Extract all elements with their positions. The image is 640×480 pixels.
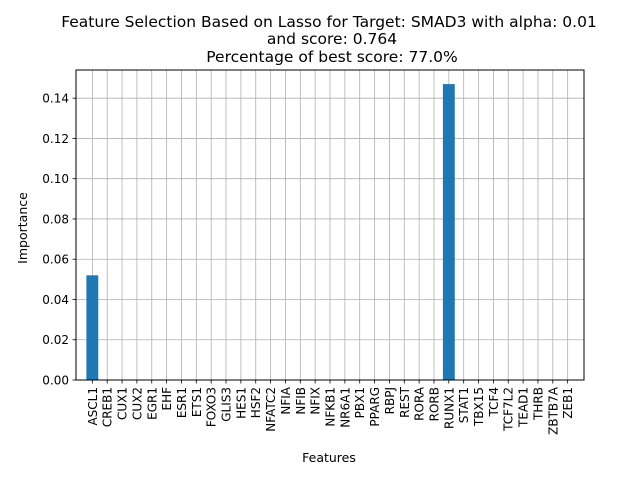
bar-ascl1 <box>86 275 99 380</box>
x-axis-label: Features <box>302 450 356 465</box>
y-tick-label: 0.10 <box>42 172 69 186</box>
y-tick-label: 0.08 <box>42 212 69 226</box>
title-line-2: and score: 0.764 <box>267 30 397 48</box>
x-tick-label: FOXO3 <box>205 387 219 427</box>
x-tick-label: STAT1 <box>457 387 471 423</box>
x-tick-label: NFKB1 <box>324 387 338 427</box>
bar-runx1 <box>442 84 455 380</box>
y-tick-label: 0.04 <box>42 293 69 307</box>
bars <box>86 84 455 380</box>
x-tick-label: ETS1 <box>190 387 204 417</box>
x-tick-label: NFATC2 <box>264 387 278 432</box>
x-tick-label: EGR1 <box>145 387 159 420</box>
x-tick-label: ASCL1 <box>86 387 100 426</box>
x-tick-label: RUNX1 <box>442 387 456 429</box>
title-line-1: Feature Selection Based on Lasso for Tar… <box>61 13 597 31</box>
x-tick-label: THRB <box>531 387 545 421</box>
x-tick-label: CREB1 <box>101 387 115 427</box>
chart-title: Feature Selection Based on Lasso for Tar… <box>61 13 597 66</box>
x-tick-label: REST <box>398 386 412 418</box>
x-tick-label: EHF <box>160 387 174 411</box>
x-tick-label: NFIB <box>294 387 308 415</box>
x-tick-label: ESR1 <box>175 387 189 418</box>
x-tick-label: TBX15 <box>472 387 486 427</box>
x-tick-label: TEAD1 <box>517 387 531 428</box>
y-tick-label: 0.14 <box>42 92 69 106</box>
x-tick-label: PPARG <box>368 387 382 427</box>
title-line-3: Percentage of best score: 77.0% <box>206 48 457 66</box>
x-tick-label: RORB <box>427 387 441 421</box>
x-tick-label: ZBTB7A <box>546 386 560 435</box>
x-tick-label: ZEB1 <box>561 387 575 419</box>
x-tick-label: CUX1 <box>116 387 130 420</box>
x-tick-label: HSF2 <box>249 387 263 418</box>
y-tick-label: 0.02 <box>42 333 69 347</box>
y-tick-label: 0.12 <box>42 132 69 146</box>
x-tick-label: RBPJ <box>383 387 397 414</box>
y-tick-label: 0.06 <box>42 253 69 267</box>
y-axis-label: Importance <box>15 192 30 264</box>
x-tick-label: TCF7L2 <box>502 387 516 432</box>
x-tick-label: PBX1 <box>353 387 367 418</box>
x-tick-label: NFIX <box>309 387 323 415</box>
x-tick-label: TCF4 <box>487 387 501 418</box>
x-tick-label: RORA <box>413 386 427 421</box>
y-tick-label: 0.00 <box>42 374 69 388</box>
x-tick-label: NR6A1 <box>338 387 352 428</box>
x-axis-ticks: ASCL1 CREB1 CUX1 CUX2 EGR1 EHF ESR1 ETS1 FOXO3 GL… <box>86 380 575 435</box>
grid-lines <box>76 70 584 381</box>
x-tick-label: GLIS3 <box>220 387 234 422</box>
y-axis-ticks: 0.00 0.02 0.04 0.06 0.08 0.10 0.12 0.14 <box>42 92 76 388</box>
x-tick-label: CUX2 <box>130 387 144 420</box>
x-tick-label: NFIA <box>279 386 293 414</box>
x-tick-label: HES1 <box>234 387 248 419</box>
